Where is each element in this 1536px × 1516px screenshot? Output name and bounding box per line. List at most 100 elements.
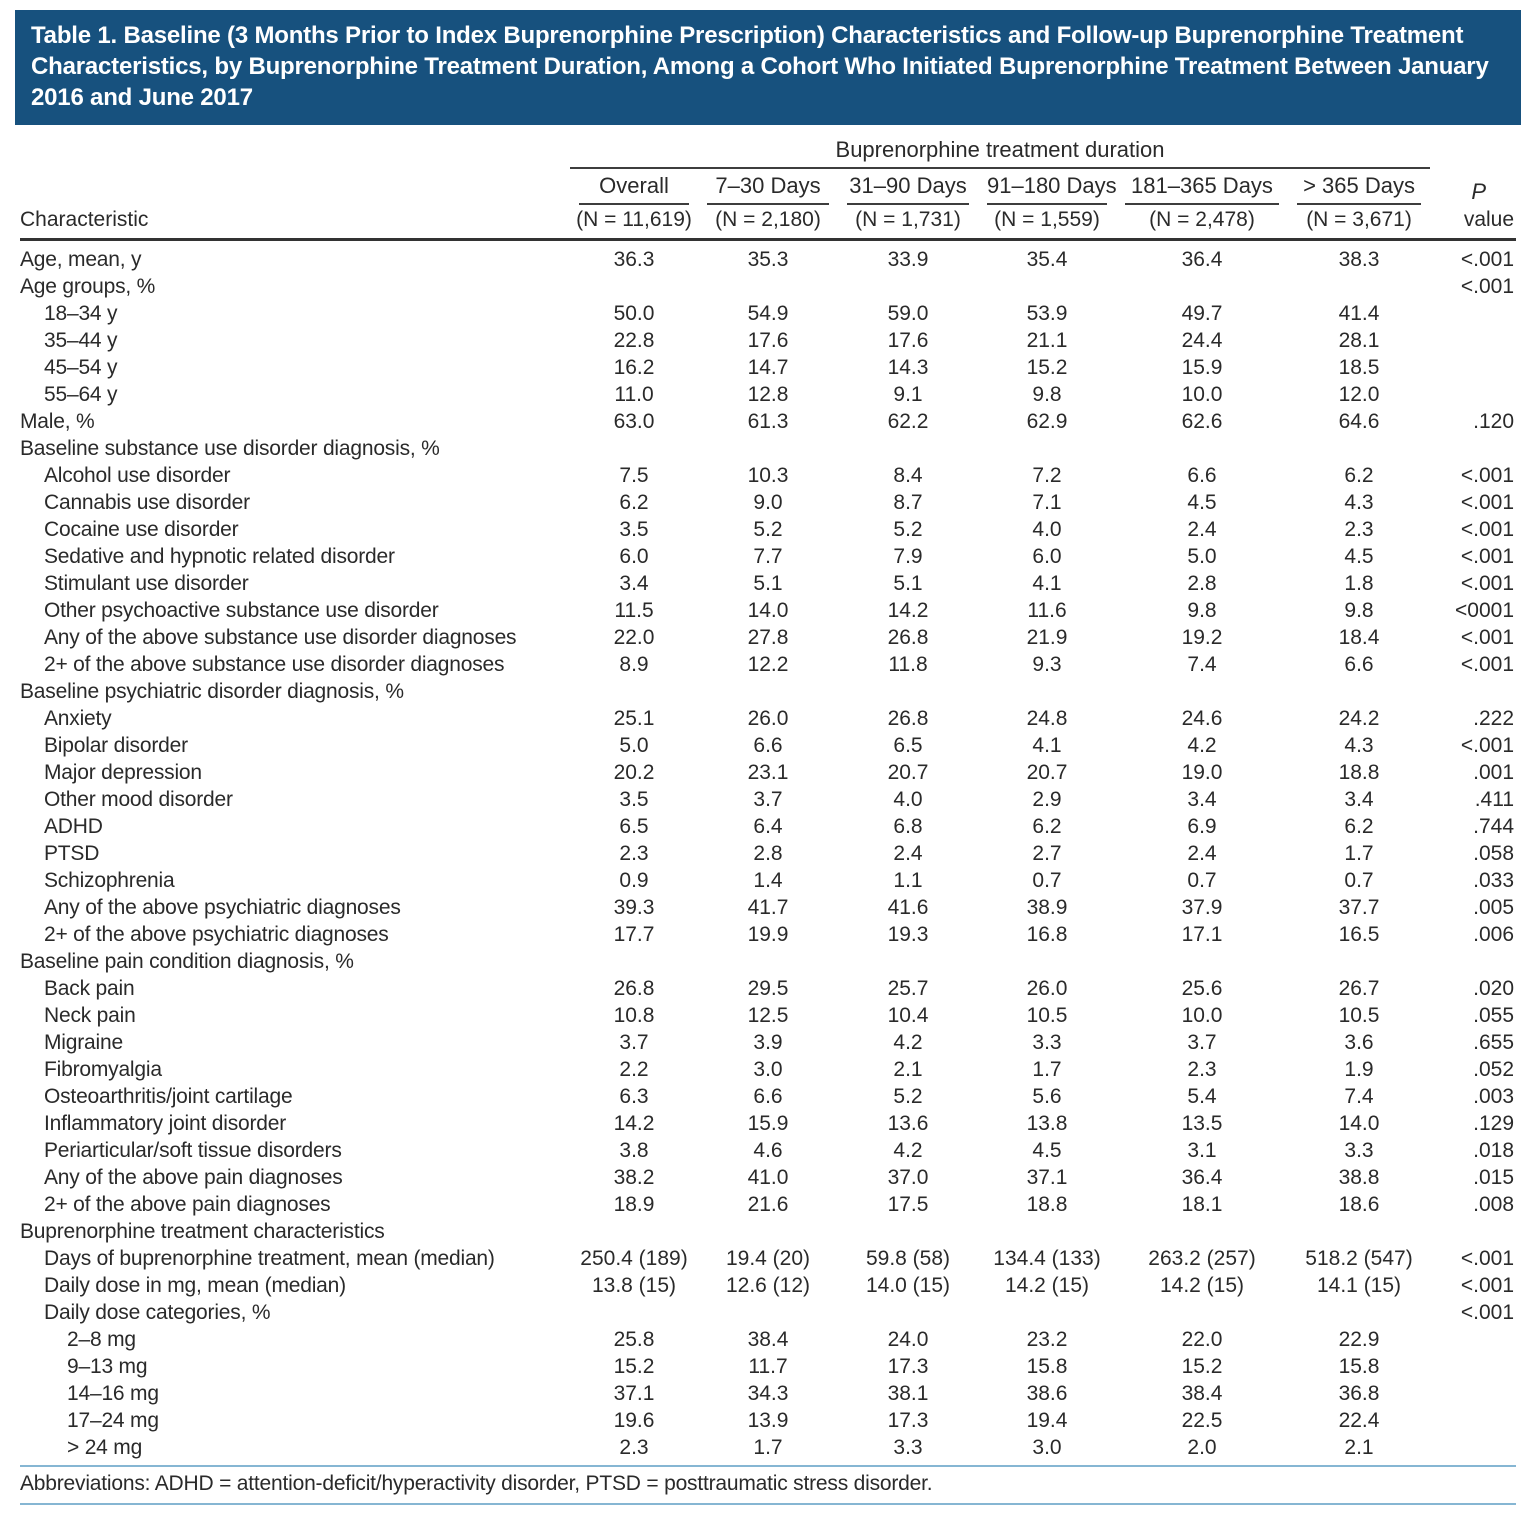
value-cell: 14.2 bbox=[613, 1112, 655, 1135]
row-label: Periarticular/soft tissue disorders bbox=[44, 1139, 342, 1162]
value-cell: 11.6 bbox=[1027, 599, 1067, 622]
value-cell: 6.8 bbox=[893, 815, 923, 838]
value-cell: 1.4 bbox=[753, 869, 783, 892]
value-cell: 2.8 bbox=[1187, 572, 1217, 595]
row-label: Any of the above psychiatric diagnoses bbox=[44, 896, 401, 919]
value-cell: 59.0 bbox=[887, 302, 929, 325]
value-cell: 20.7 bbox=[1026, 761, 1068, 784]
value-cell bbox=[698, 1299, 838, 1326]
value-cell: 4.0 bbox=[893, 788, 923, 811]
value-cell: 54.9 bbox=[747, 302, 789, 325]
value-cell: 24.8 bbox=[1026, 707, 1068, 730]
value-cell: 26.0 bbox=[1026, 977, 1068, 1000]
value-cell: 5.2 bbox=[893, 1085, 923, 1108]
row-label: 35–44 y bbox=[44, 329, 118, 352]
value-cell: 17.1 bbox=[1181, 923, 1223, 946]
value-cell: 11.0 bbox=[614, 383, 654, 406]
table-title: Table 1. Baseline (3 Months Prior to Ind… bbox=[31, 22, 1489, 111]
value-cell: 38.2 bbox=[613, 1166, 655, 1189]
table-row: Other mood disorder 3.5 3.7 4.0 2.9 3.4 3.4 .41… bbox=[20, 786, 1516, 813]
value-cell: 2.3 bbox=[619, 842, 649, 865]
row-label: 9–13 mg bbox=[67, 1355, 148, 1378]
table-row: Buprenorphine treatment characteristics bbox=[20, 1218, 1516, 1245]
value-cell: 25.1 bbox=[613, 707, 655, 730]
value-cell: 21.1 bbox=[1026, 329, 1068, 352]
value-cell: 9.0 bbox=[753, 491, 783, 514]
table-row: 2+ of the above psychiatric diagnoses 17.… bbox=[20, 921, 1516, 948]
value-cell: 19.0 bbox=[1181, 761, 1223, 784]
table-row: Any of the above psychiatric diagnoses 39… bbox=[20, 894, 1516, 921]
p-value-cell: .129 bbox=[1473, 1112, 1515, 1135]
value-cell: 4.2 bbox=[1187, 734, 1217, 757]
value-cell: 38.1 bbox=[887, 1382, 929, 1405]
row-label: Cocaine use disorder bbox=[44, 518, 239, 541]
value-cell: 10.0 bbox=[1181, 383, 1223, 406]
row-label: 2+ of the above pain diagnoses bbox=[44, 1193, 331, 1216]
column-n-label: (N = 2,180) bbox=[698, 205, 838, 241]
p-value-cell: <.001 bbox=[1460, 464, 1515, 487]
column-n-label: (N = 1,559) bbox=[978, 205, 1116, 241]
value-cell: 4.2 bbox=[893, 1031, 923, 1054]
table-row: Daily dose categories, % <.001 bbox=[20, 1299, 1516, 1326]
value-cell: 6.9 bbox=[1187, 815, 1217, 838]
value-cell: 14.2 (15) bbox=[1004, 1274, 1090, 1297]
value-cell: 64.6 bbox=[1338, 410, 1380, 433]
table-row: Stimulant use disorder 3.4 5.1 5.1 4.1 2.8 1.8… bbox=[20, 570, 1516, 597]
value-cell: 23.2 bbox=[1026, 1328, 1068, 1351]
value-cell: 11.7 bbox=[748, 1355, 788, 1378]
value-cell: 41.6 bbox=[887, 896, 929, 919]
p-value-cell: <.001 bbox=[1460, 545, 1515, 568]
value-cell bbox=[570, 1299, 698, 1326]
table-row: 18–34 y 50.0 54.9 59.0 53.9 49.7 41.4 bbox=[20, 300, 1516, 327]
value-cell: 4.1 bbox=[1032, 572, 1062, 595]
column-label-row: Overall 7–30 Days 31–90 Days 91–180 Days 181… bbox=[20, 168, 1516, 205]
value-cell: 13.9 bbox=[747, 1409, 789, 1432]
table-title-bar: Table 1. Baseline (3 Months Prior to Ind… bbox=[15, 10, 1521, 125]
table-header: Characteristic Buprenorphine treatment d… bbox=[20, 131, 1517, 241]
value-cell: 10.8 bbox=[613, 1004, 655, 1027]
table-row: Days of buprenorphine treatment, mean (m… bbox=[20, 1245, 1516, 1272]
value-cell: 38.8 bbox=[1338, 1166, 1380, 1189]
value-cell: 27.8 bbox=[747, 626, 789, 649]
paper-table-figure: Table 1. Baseline (3 Months Prior to Ind… bbox=[0, 10, 1536, 1516]
value-cell: 2.8 bbox=[753, 842, 783, 865]
characteristics-table: Characteristic Buprenorphine treatment d… bbox=[20, 131, 1517, 1461]
table-row: Cannabis use disorder 6.2 9.0 8.7 7.1 4.5 4.3 <… bbox=[20, 489, 1516, 516]
value-cell: 6.6 bbox=[1187, 464, 1217, 487]
value-cell: 62.2 bbox=[887, 410, 929, 433]
column-header-label: 181–365 Days bbox=[1125, 173, 1279, 205]
p-value-cell: .003 bbox=[1473, 1085, 1515, 1108]
value-cell: 6.0 bbox=[619, 545, 649, 568]
row-label: Male, % bbox=[20, 410, 95, 433]
value-cell: 2.9 bbox=[1032, 788, 1062, 811]
value-cell: 2.4 bbox=[1187, 518, 1217, 541]
row-label: Daily dose in mg, mean (median) bbox=[44, 1274, 346, 1297]
value-cell: 5.2 bbox=[753, 518, 783, 541]
p-value-cell: .058 bbox=[1473, 842, 1515, 865]
value-cell: 18.1 bbox=[1181, 1193, 1223, 1216]
value-cell: 4.5 bbox=[1187, 491, 1217, 514]
value-cell bbox=[1116, 1218, 1288, 1245]
p-value-cell bbox=[1430, 1326, 1516, 1353]
p-value-cell: <.001 bbox=[1460, 275, 1515, 298]
value-cell bbox=[978, 1218, 1116, 1245]
value-cell: 9.8 bbox=[1032, 383, 1062, 406]
value-cell: 6.2 bbox=[1032, 815, 1062, 838]
table-row: Osteoarthritis/joint cartilage 6.3 6.6 5.2 5… bbox=[20, 1083, 1516, 1110]
value-cell: 38.6 bbox=[1026, 1382, 1068, 1405]
value-cell: 3.7 bbox=[1187, 1031, 1217, 1054]
value-cell: 14.2 bbox=[887, 599, 929, 622]
value-cell: 17.6 bbox=[887, 329, 929, 352]
p-value-cell bbox=[1430, 327, 1516, 354]
value-cell: 23.1 bbox=[747, 761, 789, 784]
value-cell: 38.3 bbox=[1338, 248, 1380, 271]
value-cell: 18.4 bbox=[1338, 626, 1380, 649]
value-cell: 8.9 bbox=[619, 653, 649, 676]
table-row: 2+ of the above pain diagnoses 18.9 21.6 17… bbox=[20, 1191, 1516, 1218]
value-cell: 22.0 bbox=[613, 626, 655, 649]
value-cell bbox=[1116, 678, 1288, 705]
value-cell bbox=[1288, 273, 1430, 300]
value-cell: 12.6 (12) bbox=[725, 1274, 811, 1297]
value-cell: 3.3 bbox=[1032, 1031, 1062, 1054]
value-cell: 6.2 bbox=[1344, 815, 1374, 838]
